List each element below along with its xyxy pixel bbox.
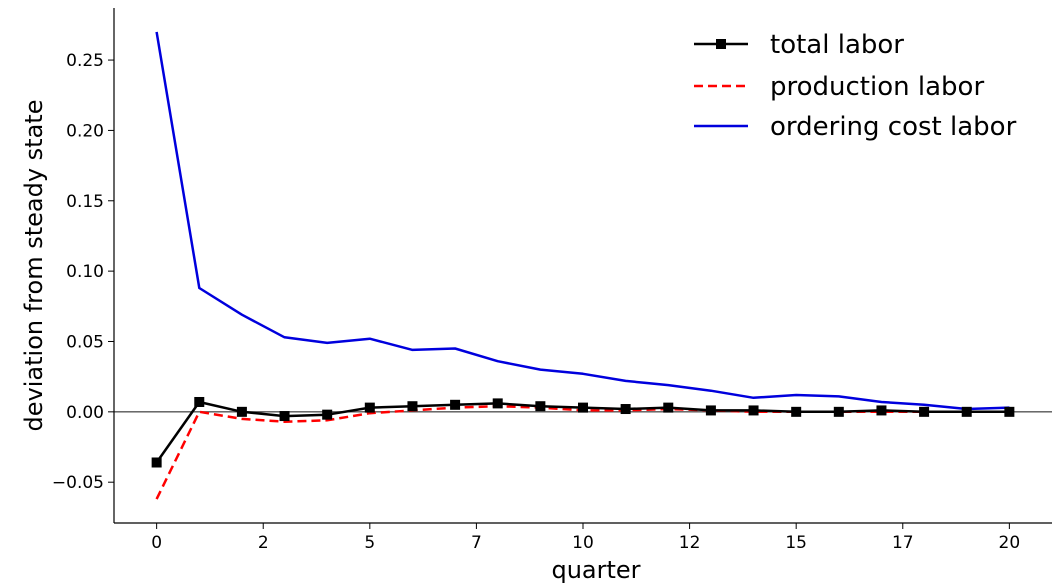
y-tick-label: −0.05: [52, 473, 104, 493]
data-point-total-labor: [450, 399, 461, 410]
legend-label-total-labor: total labor: [770, 30, 904, 60]
x-tick-label: 15: [785, 533, 807, 553]
y-tick-label: 0.20: [66, 121, 104, 141]
y-tick-label: 0.15: [66, 192, 104, 212]
x-tick-label: 17: [892, 533, 914, 553]
legend: total labor production labor ordering cost…: [694, 30, 1017, 142]
x-tick-label: 20: [999, 533, 1021, 553]
y-axis-label: deviation from steady state: [20, 100, 48, 432]
ticks: 0 2 5 7 10 12 15 17 20 −0.05 0.00 0.05 0.10 0.15 0.20 0…: [52, 51, 1020, 553]
legend-marker-total-labor: [716, 39, 726, 49]
x-tick-label: 2: [258, 533, 269, 553]
series-line-ordering-cost-labor: [155, 31, 1010, 411]
y-tick-label: 0.05: [66, 332, 104, 352]
x-tick-label: 0: [151, 533, 162, 553]
x-tick-label: 10: [572, 533, 594, 553]
x-axis-label: quarter: [551, 556, 640, 584]
y-tick-label: 0.10: [66, 262, 104, 282]
data-point-total-labor: [279, 411, 290, 422]
data-point-total-labor: [791, 406, 802, 417]
data-point-total-labor: [833, 406, 844, 417]
data-point-total-labor: [1004, 406, 1015, 417]
data-point-total-labor: [236, 406, 247, 417]
data-point-total-labor: [194, 396, 205, 407]
data-point-total-labor: [748, 405, 759, 416]
data-point-total-labor: [151, 457, 162, 468]
x-tick-label: 7: [471, 533, 482, 553]
legend-label-production-labor: production labor: [770, 72, 984, 102]
data-point-total-labor: [535, 401, 546, 412]
data-point-total-labor: [919, 406, 930, 417]
data-point-total-labor: [620, 404, 631, 415]
data-point-total-labor: [407, 401, 418, 412]
data-point-total-labor: [663, 402, 674, 413]
plot-area: [114, 31, 1052, 500]
data-point-total-labor: [961, 406, 972, 417]
data-point-total-labor: [705, 405, 716, 416]
data-point-total-labor: [492, 398, 503, 409]
legend-label-ordering-cost-labor: ordering cost labor: [770, 112, 1017, 142]
x-tick-label: 12: [679, 533, 701, 553]
y-tick-label: 0.00: [66, 403, 104, 423]
data-point-total-labor: [322, 409, 333, 420]
y-tick-label: 0.25: [66, 51, 104, 71]
data-point-total-labor: [876, 405, 887, 416]
x-tick-label: 5: [364, 533, 375, 553]
data-point-total-labor: [578, 402, 588, 413]
data-point-total-labor: [364, 402, 375, 413]
